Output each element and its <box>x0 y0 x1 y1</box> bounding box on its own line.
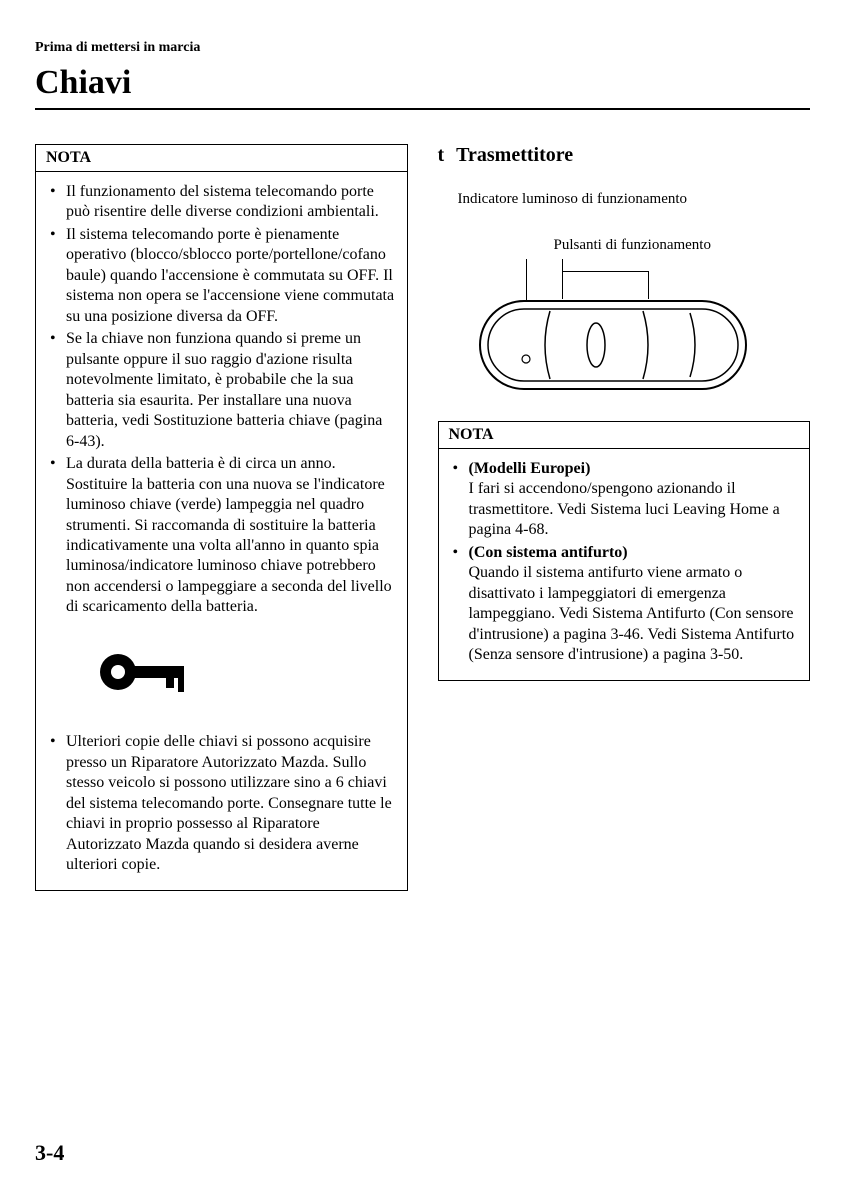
key-icon <box>96 642 395 708</box>
transmitter-diagram: Indicatore luminoso di funzionamento Pul… <box>438 191 811 411</box>
list-item: (Con sistema antifurto) Quando il sistem… <box>451 543 798 666</box>
list-item: Ulteriori copie delle chiavi si possono … <box>48 732 395 875</box>
list-item: Il funzionamento del sistema telecomando… <box>48 182 395 223</box>
content-columns: NOTA Il funzionamento del sistema teleco… <box>35 144 810 903</box>
leader-line <box>562 259 563 271</box>
item-title: (Con sistema antifurto) <box>469 544 628 561</box>
remote-key-illustration <box>478 299 748 396</box>
item-title: (Modelli Europei) <box>469 460 591 477</box>
left-column: NOTA Il funzionamento del sistema teleco… <box>35 144 408 903</box>
nota-header-left: NOTA <box>36 145 407 172</box>
diagram-label-indicator: Indicatore luminoso di funzionamento <box>458 191 688 208</box>
leader-line <box>562 271 563 299</box>
page-number: 3-4 <box>35 1140 64 1166</box>
item-text: Quando il sistema antifurto viene armato… <box>469 564 795 663</box>
heading-text: Trasmettitore <box>456 144 573 166</box>
nota-box-left: NOTA Il funzionamento del sistema teleco… <box>35 144 408 891</box>
nota-box-right: NOTA (Modelli Europei) I fari si accendo… <box>438 421 811 681</box>
header-section-large: Chiavi <box>35 64 810 110</box>
nota-body-right: (Modelli Europei) I fari si accendono/sp… <box>439 449 810 680</box>
list-item: La durata della batteria è di circa un a… <box>48 454 395 618</box>
diagram-label-buttons: Pulsanti di funzionamento <box>554 237 711 254</box>
section-heading-transmitter: t Trasmettitore <box>438 144 811 167</box>
leader-line <box>648 271 649 299</box>
header-section-small: Prima di mettersi in marcia <box>35 40 810 56</box>
list-item: Se la chiave non funziona quando si prem… <box>48 329 395 452</box>
right-column: t Trasmettitore Indicatore luminoso di f… <box>438 144 811 903</box>
nota-header-right: NOTA <box>439 422 810 449</box>
nota-body-left: Il funzionamento del sistema telecomando… <box>36 172 407 890</box>
item-text: I fari si accendono/spengono azionando i… <box>469 480 780 538</box>
leader-line <box>562 271 648 272</box>
list-item: Il sistema telecomando porte è pienament… <box>48 225 395 327</box>
list-item: (Modelli Europei) I fari si accendono/sp… <box>451 459 798 541</box>
heading-marker: t <box>438 144 452 167</box>
